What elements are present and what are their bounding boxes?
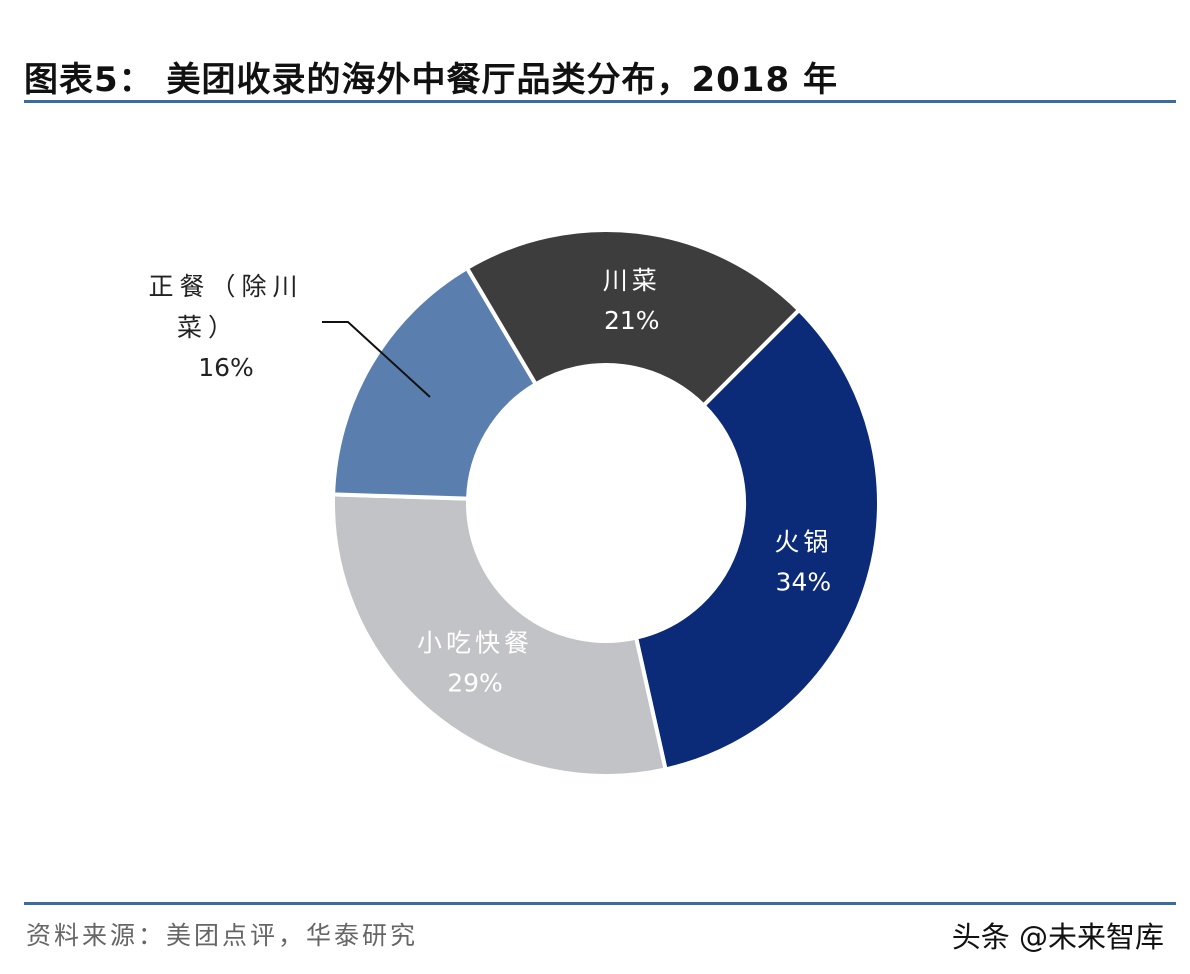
slice-name-label: 火锅 — [774, 527, 832, 556]
donut-slice-1 — [331, 492, 668, 778]
footer-divider — [24, 902, 1176, 905]
donut-slice-2 — [331, 265, 539, 501]
donut-slice-3 — [464, 228, 802, 409]
chart-title: 图表5： 美团收录的海外中餐厅品类分布，2018 年 — [24, 60, 838, 100]
watermark: 头条 @未来智库 — [951, 920, 1164, 954]
slice-name-label: 川菜 — [603, 266, 661, 295]
slice-name-label: 菜） — [177, 313, 239, 342]
leader-line — [322, 321, 431, 398]
title-divider — [24, 100, 1176, 103]
slice-name-label: 正餐（除川 — [148, 272, 303, 301]
slice-value-label: 34% — [776, 567, 832, 596]
slice-value-label: 16% — [198, 353, 254, 382]
slice-name-label: 小吃快餐 — [417, 628, 533, 657]
slice-value-label: 29% — [447, 668, 503, 697]
donut-slice-0 — [633, 307, 881, 772]
slice-value-label: 21% — [604, 306, 660, 335]
source-note: 资料来源：美团点评，华泰研究 — [26, 921, 419, 950]
